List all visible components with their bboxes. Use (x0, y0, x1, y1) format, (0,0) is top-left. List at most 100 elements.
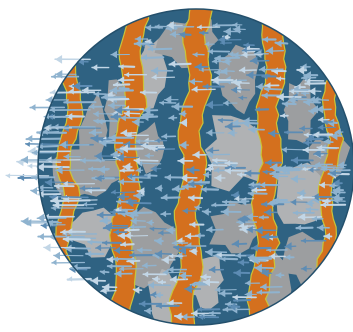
flow-arrow (186, 165, 200, 175)
flow-arrow (142, 271, 168, 278)
flow-arrow (301, 163, 322, 169)
flow-arrow (258, 65, 284, 73)
flow-arrow (106, 263, 133, 270)
flow-arrow (245, 70, 271, 80)
flow-arrow (110, 150, 121, 159)
flow-arrow (142, 106, 159, 115)
flow-arrow (140, 54, 165, 61)
flow-arrow (269, 169, 291, 177)
flow-arrow (63, 153, 81, 160)
flow-arrow (171, 184, 186, 193)
flow-arrow (249, 56, 270, 65)
flow-arrow (113, 246, 135, 255)
flow-arrow (117, 231, 133, 240)
flow-arrow (296, 66, 308, 75)
flow-arrow (283, 129, 304, 135)
flow-arrow (35, 162, 70, 172)
flow-arrow (50, 74, 80, 80)
flow-arrow (66, 276, 92, 282)
flow-arrow (136, 160, 162, 167)
flow-arrow (322, 197, 331, 205)
flow-arrow (130, 208, 153, 217)
flow-arrow (251, 186, 267, 193)
flow-arrow (146, 219, 155, 226)
flow-arrow (110, 189, 136, 195)
flow-arrow (263, 208, 278, 217)
flow-arrow (101, 283, 118, 292)
flow-arrow (268, 252, 286, 260)
flow-arrow (216, 252, 236, 258)
flow-arrow (329, 131, 343, 141)
flow-arrow (141, 262, 157, 269)
flow-arrow (161, 133, 177, 140)
flow-arrow (109, 86, 134, 95)
flow-arrow (79, 185, 101, 192)
flow-arrow (222, 99, 238, 107)
flow-arrow (325, 139, 334, 145)
flow-arrow (292, 210, 315, 216)
flow-arrow (140, 142, 165, 149)
flow-arrow (238, 222, 255, 229)
flow-arrow (81, 86, 102, 95)
flow-arrow (192, 150, 207, 159)
flow-arrow (233, 268, 251, 278)
flow-arrow (171, 240, 189, 246)
flow-arrow (53, 183, 75, 190)
flow-arrow (36, 213, 67, 223)
flow-arrow (237, 259, 250, 267)
disc-outline (37, 8, 353, 326)
flow-arrow (304, 77, 325, 84)
flow-arrow (154, 291, 164, 299)
flow-arrow (316, 224, 330, 232)
arrow-field-layer (5, 21, 351, 321)
flow-arrow (151, 74, 176, 81)
flow-arrow (47, 219, 62, 226)
flow-arrow (119, 114, 146, 122)
flow-arrow (153, 236, 164, 246)
flow-arrow (323, 232, 333, 240)
flow-arrow (211, 157, 228, 164)
flow-arrow (248, 181, 261, 188)
flow-arrow (284, 242, 297, 251)
flow-arrow (37, 233, 74, 241)
flow-arrow (167, 266, 188, 273)
flow-arrow (189, 246, 198, 256)
flow-arrow (232, 25, 246, 34)
flow-arrow (253, 263, 274, 273)
flow-arrow (54, 55, 91, 64)
flow-arrow (166, 21, 183, 30)
flow-arrow (287, 166, 303, 172)
flow-arrow (222, 57, 232, 66)
flow-arrow (329, 182, 338, 189)
flow-arrow (162, 269, 185, 276)
flow-arrow (128, 252, 155, 258)
flow-arrow (284, 254, 295, 261)
flow-arrow (220, 207, 242, 217)
flow-arrow (237, 215, 251, 224)
flow-arrow (178, 140, 190, 150)
flow-arrow (196, 24, 221, 30)
flow-arrow (275, 272, 285, 279)
flow-arrow (124, 72, 148, 78)
flow-arrow (206, 146, 220, 154)
flow-arrow (230, 86, 251, 94)
flow-arrow (313, 149, 328, 158)
flow-arrow (136, 247, 152, 254)
flow-arrow (95, 174, 105, 182)
flow-arrow (269, 199, 291, 206)
orange-band (246, 9, 289, 325)
flow-arrow (247, 190, 268, 197)
flow-arrow (107, 101, 126, 110)
flow-arrow (208, 310, 221, 316)
flow-arrow (55, 165, 85, 175)
flow-arrow (79, 157, 105, 164)
flow-arrow (30, 187, 64, 195)
flow-arrow (91, 64, 110, 71)
flow-arrow (189, 221, 205, 228)
flow-arrow (165, 226, 176, 235)
flow-arrow (143, 307, 153, 315)
flow-arrow (254, 106, 270, 112)
flow-arrow (200, 186, 220, 193)
flow-arrow (93, 91, 108, 98)
flow-arrow (112, 81, 131, 87)
